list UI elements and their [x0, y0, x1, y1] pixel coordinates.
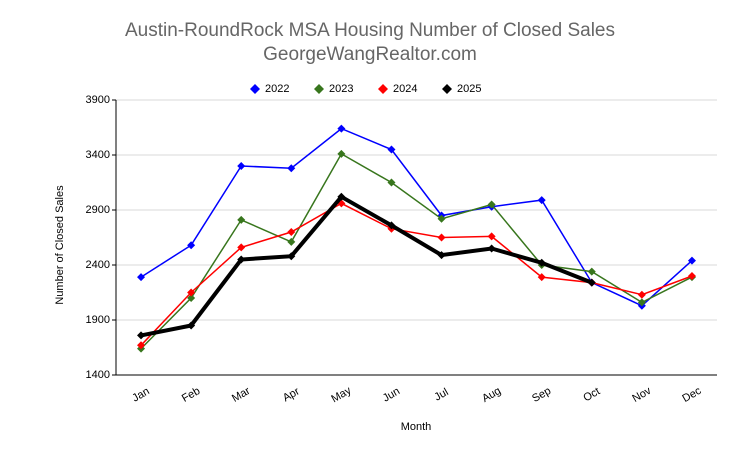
point: [687, 272, 696, 280]
point: [287, 252, 296, 261]
point: [587, 267, 596, 276]
point: [387, 145, 396, 154]
point: [537, 258, 546, 267]
point: [487, 232, 496, 241]
point: [287, 237, 296, 246]
series-line: [140, 152, 693, 350]
point: [537, 273, 546, 282]
point: [137, 273, 146, 282]
point: [587, 278, 596, 287]
y-axis-label: Number of Closed Sales: [54, 185, 66, 305]
x-tick-label: Sep: [530, 385, 553, 405]
series-line: [140, 194, 593, 338]
point: [187, 294, 196, 302]
point: [237, 162, 246, 170]
point: [387, 221, 396, 230]
point: [237, 255, 246, 264]
x-tick-label: Jan: [130, 385, 151, 404]
x-tick-label: Oct: [581, 385, 602, 404]
point: [537, 196, 546, 205]
point: [337, 124, 346, 133]
point: [437, 214, 446, 223]
x-tick-label: Mar: [230, 385, 253, 405]
y-tick-label: 3900: [86, 94, 110, 106]
series-line: [140, 202, 693, 346]
legend-label: 2024: [393, 83, 417, 95]
chart-subtitle: GeorgeWangRealtor.com: [263, 44, 477, 65]
point: [137, 341, 146, 350]
point: [487, 244, 496, 253]
legend-marker: [314, 84, 324, 94]
point: [287, 164, 296, 173]
x-axis-label: Month: [401, 421, 432, 433]
point: [437, 251, 446, 260]
x-tick-label: Nov: [630, 385, 653, 405]
point: [187, 321, 196, 330]
point: [437, 233, 446, 242]
y-tick-label: 1900: [86, 314, 110, 326]
point: [137, 331, 146, 340]
y-tick-label: 3400: [86, 149, 110, 161]
x-tick-label: Jun: [381, 385, 402, 404]
x-tick-label: May: [329, 384, 353, 405]
y-tick-label: 1400: [86, 369, 110, 381]
point: [487, 200, 496, 209]
legend-marker: [378, 84, 388, 94]
point: [237, 215, 246, 224]
point: [337, 149, 346, 158]
y-tick-label: 2400: [86, 259, 110, 271]
legend-label: 2023: [329, 83, 353, 95]
legend-marker: [250, 84, 260, 94]
point: [287, 228, 296, 236]
point: [637, 298, 646, 307]
point: [337, 192, 346, 201]
point: [637, 290, 646, 299]
legend-marker: [442, 84, 452, 94]
point: [687, 256, 696, 265]
point: [237, 243, 246, 252]
legend-label: 2025: [457, 83, 481, 95]
x-tick-label: Dec: [680, 385, 703, 405]
x-tick-label: Apr: [281, 385, 302, 404]
point: [187, 241, 196, 250]
chart-title: Austin-RoundRock MSA Housing Number of C…: [125, 20, 615, 41]
x-tick-label: Aug: [480, 385, 503, 405]
point: [387, 178, 396, 187]
x-tick-label: Feb: [180, 385, 202, 405]
x-tick-label: Jul: [432, 386, 450, 403]
point: [187, 288, 196, 297]
legend-label: 2022: [265, 83, 289, 95]
series-line: [140, 127, 693, 307]
y-tick-label: 2900: [86, 204, 110, 216]
